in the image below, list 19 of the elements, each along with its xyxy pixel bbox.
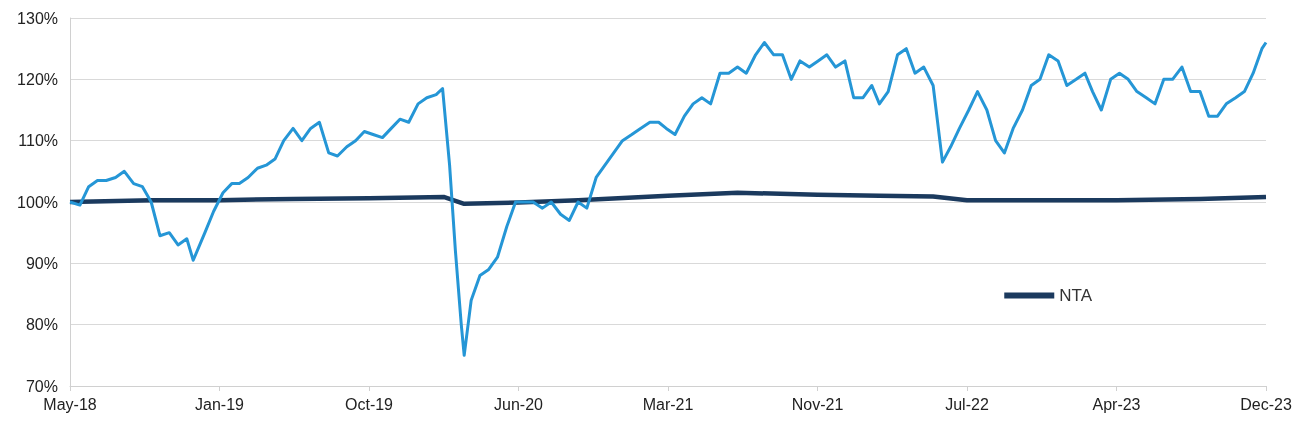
x-tick-label: Jul-22 xyxy=(945,395,989,413)
x-tick-label: May-18 xyxy=(43,395,97,413)
y-tick-label: 90% xyxy=(25,254,58,272)
y-tick-label: 80% xyxy=(25,316,58,334)
y-tick-label: 100% xyxy=(17,193,58,211)
y-tick-label: 70% xyxy=(25,377,58,395)
x-tick-label: Nov-21 xyxy=(791,395,844,413)
x-tick-label: Jun-20 xyxy=(494,395,544,413)
x-tick-label: Dec-23 xyxy=(1240,395,1292,413)
x-tick-label: Oct-19 xyxy=(344,395,394,413)
x-tick-label: Apr-23 xyxy=(1092,395,1141,413)
y-tick-label: 120% xyxy=(17,70,58,88)
y-tick-label: 130% xyxy=(17,9,58,27)
legend-label: NTA xyxy=(1059,286,1093,305)
x-tick-label: Jan-19 xyxy=(195,395,245,413)
y-tick-label: 110% xyxy=(18,132,58,150)
x-tick-label: Mar-21 xyxy=(642,395,694,413)
line-series xyxy=(68,41,1268,357)
line-series xyxy=(67,190,1269,207)
